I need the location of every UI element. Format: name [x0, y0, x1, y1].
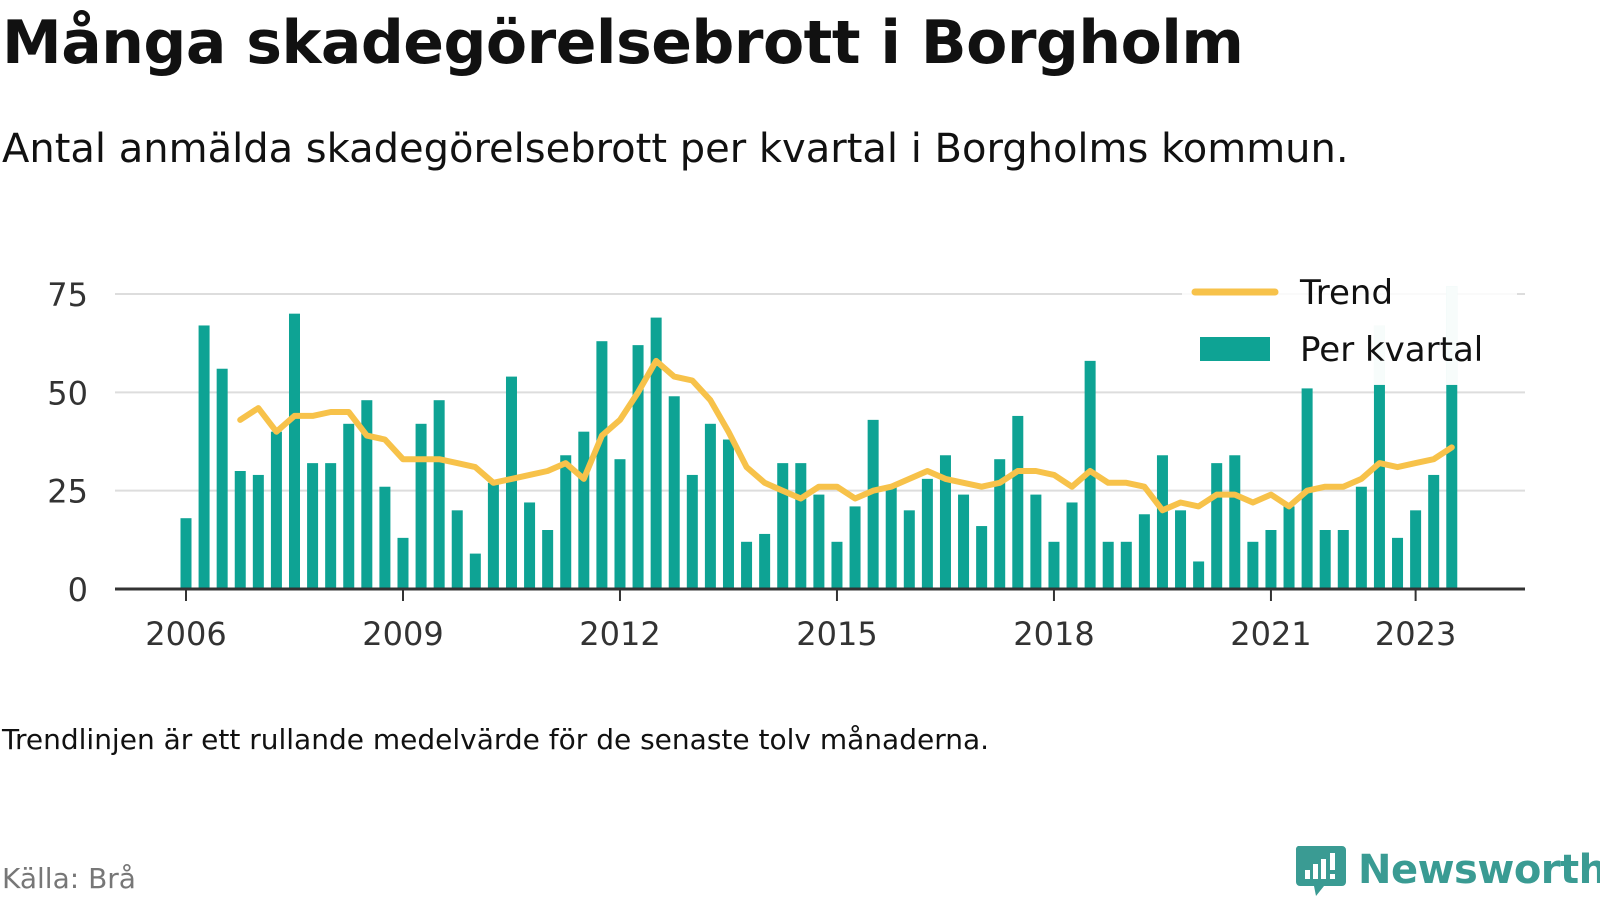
bar — [1138, 514, 1150, 589]
bar — [1319, 530, 1331, 589]
x-tick-label: 2023 — [1375, 615, 1456, 653]
bar — [1229, 455, 1241, 589]
bar — [650, 317, 662, 589]
bar — [777, 463, 789, 589]
bar — [849, 506, 861, 589]
trend-line — [237, 357, 1455, 514]
y-tick-label: 0 — [68, 571, 88, 609]
bar — [994, 459, 1006, 589]
bar — [397, 537, 409, 589]
bar — [1066, 502, 1078, 589]
bar — [741, 541, 753, 589]
bar — [795, 463, 807, 589]
x-axis: 2006 2009 2012 2015 2018 2021 2023 — [115, 587, 1525, 653]
y-tick-label: 50 — [47, 374, 88, 412]
chart-note: Trendlinjen är ett rullande medelvärde f… — [2, 723, 990, 756]
bars — [180, 286, 1458, 589]
bar — [433, 400, 445, 589]
bar — [216, 368, 228, 589]
bar — [885, 486, 897, 589]
bar — [1428, 474, 1440, 589]
bar — [1265, 530, 1277, 589]
bar — [361, 400, 373, 589]
bar — [686, 474, 698, 589]
bar — [1048, 541, 1060, 589]
bar — [1012, 415, 1024, 589]
bar — [560, 455, 572, 589]
bar — [469, 553, 481, 589]
bar — [668, 396, 680, 589]
x-tick-label: 2018 — [1013, 615, 1094, 653]
bar — [542, 530, 554, 589]
chart: 0 25 50 75 2006 2009 2012 2015 2018 2021 2023 Tre… — [47, 270, 1525, 653]
bar — [596, 341, 608, 589]
brand-name: Newsworthy — [1358, 847, 1600, 893]
legend: Trend Per kvartal — [1182, 270, 1517, 385]
y-axis-labels: 0 25 50 75 — [47, 276, 88, 609]
bar — [451, 510, 463, 589]
bar — [415, 423, 427, 589]
bar — [632, 345, 644, 589]
x-tick-label: 2009 — [362, 615, 443, 653]
y-tick-label: 25 — [47, 473, 88, 511]
bar — [1102, 541, 1114, 589]
bar — [1410, 510, 1422, 589]
bar — [1283, 506, 1295, 589]
newsworthy-logo-icon — [1295, 846, 1346, 896]
bar — [1193, 561, 1205, 589]
bar — [867, 419, 879, 589]
bar — [1392, 537, 1404, 589]
bar — [180, 518, 192, 589]
bar — [813, 494, 825, 589]
bar — [921, 478, 933, 589]
bar — [1337, 530, 1349, 589]
bar — [288, 313, 300, 589]
bar — [198, 325, 210, 589]
x-tick-label: 2015 — [796, 615, 877, 653]
legend-swatch-bar — [1200, 337, 1270, 361]
bar — [722, 439, 734, 589]
bar — [234, 471, 246, 589]
source-label: Källa: Brå — [2, 862, 136, 895]
bar — [1247, 541, 1259, 589]
bar — [704, 423, 716, 589]
bar — [505, 376, 517, 589]
bar — [1373, 325, 1385, 589]
x-tick-label: 2021 — [1230, 615, 1311, 653]
bar — [939, 455, 951, 589]
chart-title: Många skadegörelsebrott i Borgholm — [2, 8, 1244, 78]
bar — [1030, 494, 1042, 589]
y-tick-label: 75 — [47, 276, 88, 314]
bar — [524, 502, 536, 589]
bar — [614, 459, 626, 589]
bar — [1446, 286, 1458, 589]
bar — [1211, 463, 1223, 589]
bar — [1175, 510, 1187, 589]
bar — [325, 463, 337, 589]
bar — [759, 533, 771, 589]
bar — [379, 486, 391, 589]
bar — [1355, 486, 1367, 589]
bar — [487, 482, 499, 589]
brand-logo[interactable]: Newsworthy — [1292, 842, 1600, 898]
bar — [976, 526, 988, 589]
bar — [1120, 541, 1132, 589]
x-tick-label: 2006 — [145, 615, 226, 653]
legend-label: Trend — [1299, 273, 1393, 313]
trend-line-group — [237, 357, 1455, 514]
legend-label: Per kvartal — [1300, 330, 1483, 370]
chart-subtitle: Antal anmälda skadegörelsebrott per kvar… — [2, 126, 1349, 172]
bar — [270, 431, 282, 589]
bar — [903, 510, 915, 589]
bar — [343, 423, 355, 589]
bar — [958, 494, 970, 589]
bar — [252, 474, 264, 589]
x-tick-label: 2012 — [579, 615, 660, 653]
bar — [831, 541, 843, 589]
bar — [578, 431, 590, 589]
bar — [307, 463, 319, 589]
bar — [1156, 455, 1168, 589]
